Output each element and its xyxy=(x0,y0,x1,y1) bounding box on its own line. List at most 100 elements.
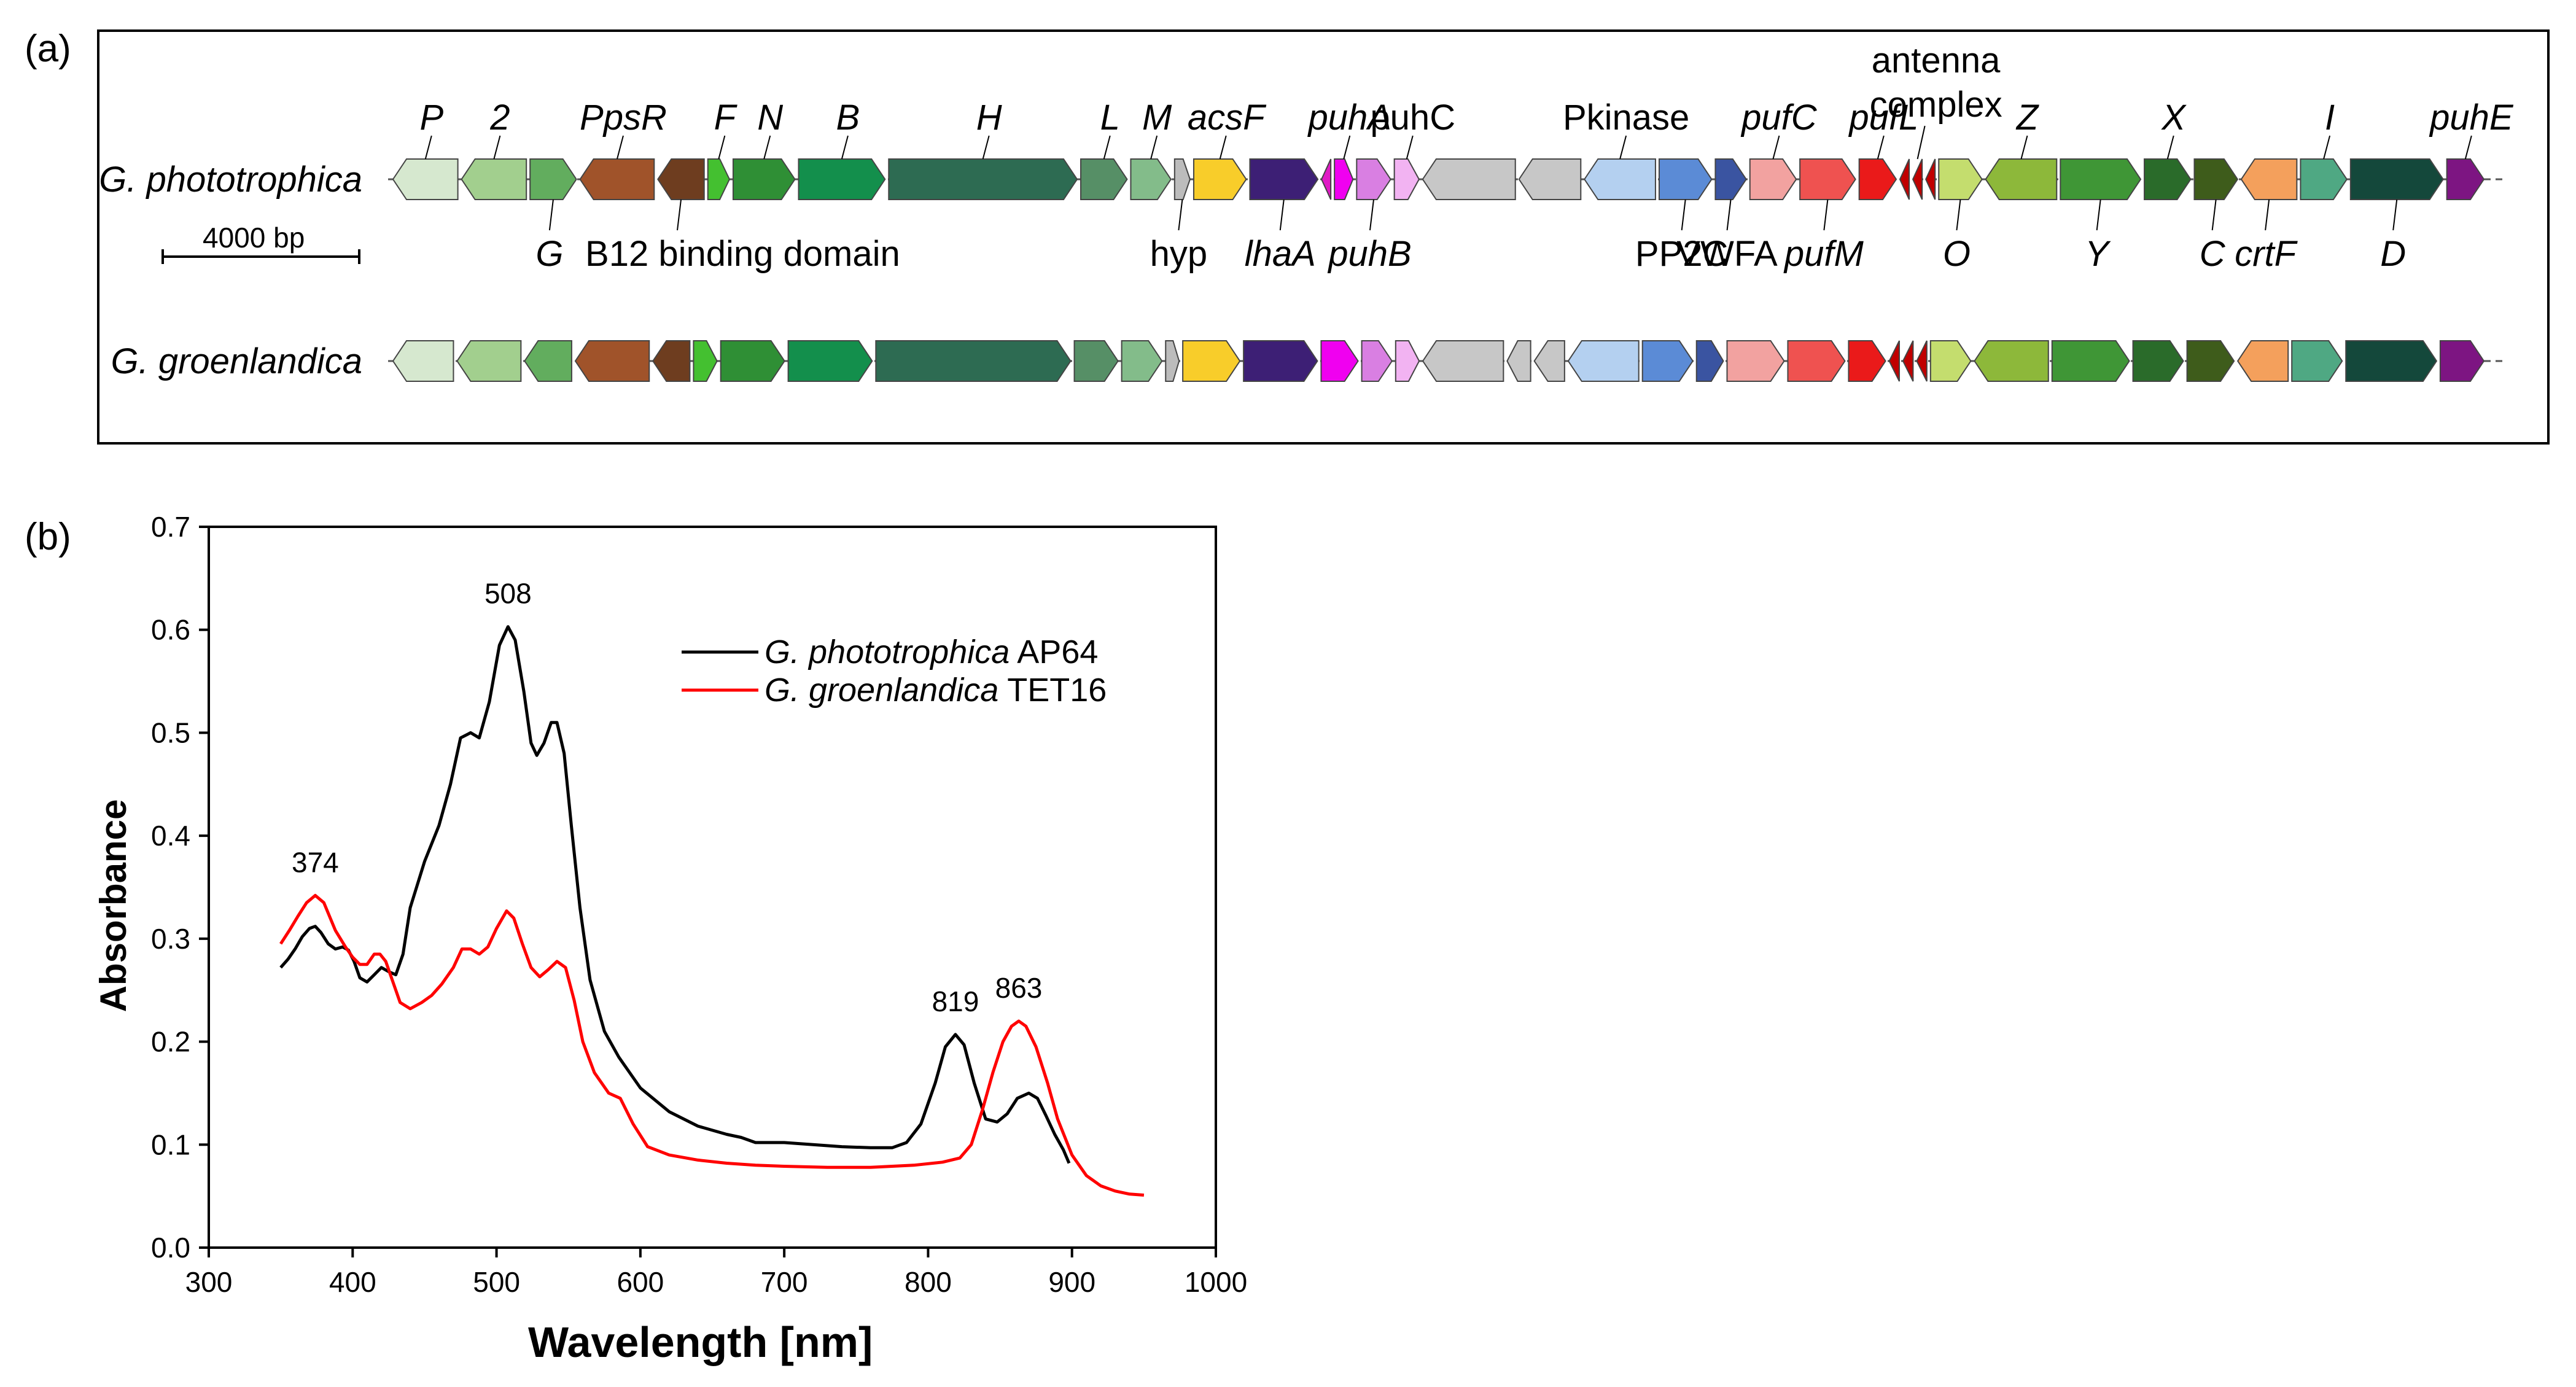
gene-arrow-r0-30 xyxy=(1985,158,2058,200)
x-tick-label-0: 300 xyxy=(185,1266,233,1298)
gene-label-bottom-9: Y xyxy=(2085,234,2111,274)
series-line-0 xyxy=(279,625,1071,1164)
gene-arrow-r0-36 xyxy=(2349,158,2444,200)
gene-arrow-r1-7 xyxy=(787,340,873,382)
gene-leader-bottom-10 xyxy=(2211,199,2217,231)
gene-arrow-r0-5 xyxy=(707,158,731,200)
gene-arrow-r1-19 xyxy=(1533,340,1565,382)
gene-arrow-r1-1 xyxy=(456,340,522,382)
gene-label-bottom-4: puhB xyxy=(1327,234,1411,274)
gene-arrow-r0-22 xyxy=(1714,158,1747,200)
gene-arrow-r0-20 xyxy=(1584,158,1656,200)
gene-label-top-6: H xyxy=(976,98,1002,138)
gene-label-bottom-7: pufM xyxy=(1783,234,1864,274)
gene-arrow-r1-31 xyxy=(2051,340,2130,382)
gene-leader-bottom-12 xyxy=(2392,199,2398,231)
gene-leader-bottom-7 xyxy=(1823,199,1829,231)
species-label-1: G. groenlandica xyxy=(111,341,362,381)
y-axis-label: Absorbance xyxy=(93,799,134,1012)
gene-leader-top-13 xyxy=(1772,135,1780,160)
antenna-leader xyxy=(1916,125,1926,160)
gene-arrow-r1-16 xyxy=(1395,340,1420,382)
panel-b-label: (b) xyxy=(25,516,71,558)
gene-label-top-17: I xyxy=(2325,98,2335,138)
gene-arrow-r1-6 xyxy=(720,340,785,382)
gene-arrow-r0-31 xyxy=(2060,158,2142,200)
gene-arrow-r0-29 xyxy=(1938,158,1983,200)
gene-label-top-13: pufC xyxy=(1740,98,1818,138)
x-tick-label-6: 900 xyxy=(1048,1266,1095,1298)
gene-arrow-r1-11 xyxy=(1165,340,1180,382)
gene-label-top-8: M xyxy=(1142,98,1172,138)
gene-arrow-r0-4 xyxy=(657,158,705,200)
x-axis-label: Wavelength [nm] xyxy=(528,1318,873,1366)
gene-arrow-r0-8 xyxy=(888,158,1078,200)
gene-label-top-3: F xyxy=(714,98,738,138)
y-tick-label-7: 0.7 xyxy=(151,511,190,543)
gene-arrow-r0-10 xyxy=(1130,158,1172,200)
gene-label-top-12: Pkinase xyxy=(1563,98,1689,138)
gene-label-bottom-6: VWFA xyxy=(1676,234,1778,274)
gene-label-top-11: puhC xyxy=(1370,98,1455,138)
gene-leader-bottom-11 xyxy=(2265,199,2270,231)
gene-arrow-r0-27 xyxy=(1912,158,1923,200)
gene-arrow-r1-9 xyxy=(1073,340,1119,382)
peak-label-508: 508 xyxy=(484,578,532,610)
series-layer xyxy=(279,625,1145,1197)
x-tick-label-1: 400 xyxy=(329,1266,376,1298)
gene-label-bottom-10: C xyxy=(2200,234,2226,274)
scale-bar: 4000 bp xyxy=(161,222,360,264)
gene-arrow-r0-11 xyxy=(1173,158,1191,200)
annotation-layer: 374 508 819 863 xyxy=(292,578,1042,1017)
gene-leader-bottom-0 xyxy=(548,199,554,231)
gene-label-top-7: L xyxy=(1100,98,1120,138)
gene-arrow-r1-37 xyxy=(2439,340,2485,382)
gene-arrow-r1-18 xyxy=(1506,340,1531,382)
gene-arrow-r0-6 xyxy=(732,158,796,200)
gene-leader-top-9 xyxy=(1219,135,1227,160)
axis-ticks: 300 400 500 600 700 800 900 1000 0.0 0.1 0.2 0.3 0.4… xyxy=(151,511,1247,1298)
gene-arrow-r1-21 xyxy=(1641,340,1694,382)
gene-arrow-r0-24 xyxy=(1799,158,1856,200)
gene-arrow-r1-28 xyxy=(1916,340,1928,382)
gene-arrow-r0-18 xyxy=(1422,158,1516,200)
x-tick-label-2: 500 xyxy=(473,1266,520,1298)
panel-a-frame xyxy=(97,29,2550,445)
gene-arrow-r0-37 xyxy=(2446,158,2485,200)
gene-label-top-10: puhA xyxy=(1307,98,1391,138)
gene-arrow-r0-15 xyxy=(1334,158,1354,200)
gene-arrow-r1-29 xyxy=(1929,340,1972,382)
gene-leader-bottom-1 xyxy=(677,199,682,231)
gene-arrow-r0-2 xyxy=(529,158,577,200)
gene-arrow-r1-20 xyxy=(1567,340,1640,382)
gene-arrow-r0-13 xyxy=(1249,158,1319,200)
x-tick-label-5: 800 xyxy=(905,1266,952,1298)
gene-leader-top-8 xyxy=(1150,135,1158,160)
gene-arrow-r0-17 xyxy=(1393,158,1420,200)
gene-arrow-r1-26 xyxy=(1888,340,1901,382)
gene-arrow-r1-22 xyxy=(1695,340,1724,382)
y-tick-label-1: 0.1 xyxy=(151,1129,190,1160)
gene-arrow-r1-12 xyxy=(1182,340,1241,382)
y-tick-label-3: 0.3 xyxy=(151,923,190,955)
gene-arrow-r1-2 xyxy=(524,340,572,382)
gene-arrow-r1-35 xyxy=(2291,340,2343,382)
gene-label-top-9: acsF xyxy=(1188,98,1267,138)
gene-leader-bottom-5 xyxy=(1681,199,1686,231)
gene-leader-top-15 xyxy=(2020,135,2028,160)
gene-label-bottom-12: D xyxy=(2380,234,2406,274)
gene-leader-top-7 xyxy=(1103,135,1111,160)
gene-arrow-r1-34 xyxy=(2236,340,2289,382)
gene-arrow-r1-3 xyxy=(574,340,650,382)
y-tick-label-5: 0.5 xyxy=(151,717,190,748)
y-tick-label-0: 0.0 xyxy=(151,1232,190,1264)
gene-leader-top-14 xyxy=(1877,135,1885,160)
gene-arrow-r0-23 xyxy=(1749,158,1797,200)
gene-arrow-r1-33 xyxy=(2186,340,2235,382)
peak-label-374: 374 xyxy=(292,846,339,878)
gene-leader-bottom-2 xyxy=(1178,199,1183,231)
x-tick-label-3: 600 xyxy=(617,1266,664,1298)
gene-arrow-r0-25 xyxy=(1858,158,1897,200)
gene-label-bottom-5: PP2C xyxy=(1635,234,1729,274)
